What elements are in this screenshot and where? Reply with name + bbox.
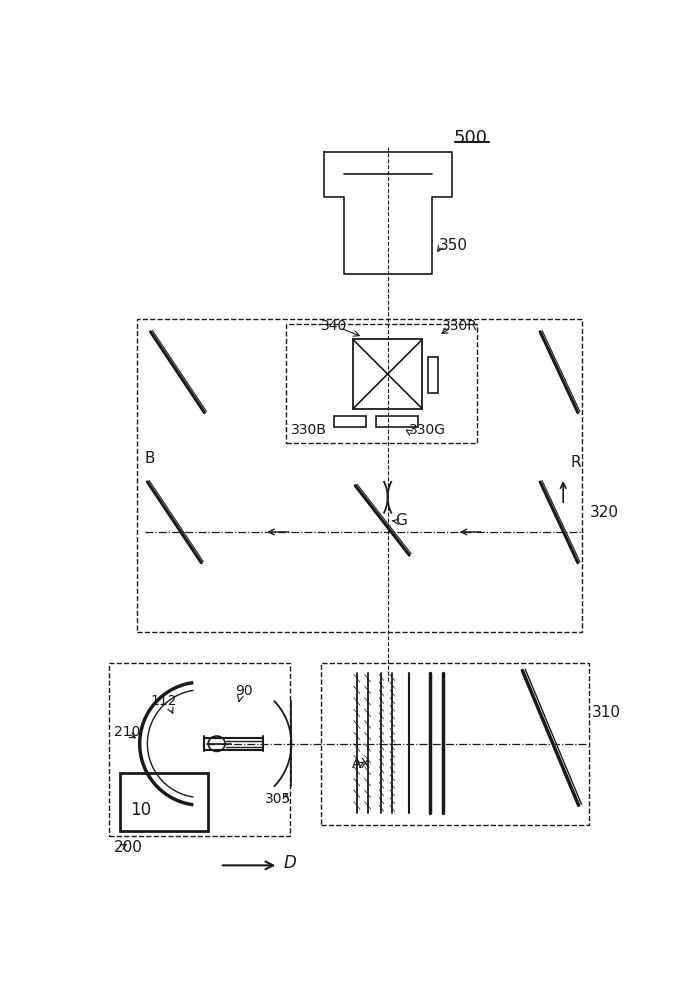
Text: 350: 350 xyxy=(438,238,467,253)
Bar xyxy=(138,319,582,632)
Bar xyxy=(427,357,438,393)
Text: 200: 200 xyxy=(114,840,143,855)
Text: 330G: 330G xyxy=(409,423,446,437)
Text: D: D xyxy=(284,854,297,872)
Text: 500: 500 xyxy=(453,129,488,147)
Text: 330B: 330B xyxy=(291,423,327,437)
Bar xyxy=(120,773,208,831)
Text: G: G xyxy=(395,513,407,528)
Bar xyxy=(109,663,290,836)
Text: 305: 305 xyxy=(265,792,291,806)
Text: 90: 90 xyxy=(235,684,253,698)
Bar xyxy=(334,416,366,427)
Text: AX: AX xyxy=(351,757,371,771)
Bar xyxy=(376,416,419,427)
Text: 210: 210 xyxy=(114,725,140,739)
Text: 112: 112 xyxy=(151,694,177,708)
Bar xyxy=(321,663,588,825)
Text: 320: 320 xyxy=(589,505,619,520)
Text: 340: 340 xyxy=(321,319,347,333)
Text: 10: 10 xyxy=(129,801,151,819)
Bar xyxy=(286,324,477,443)
Bar xyxy=(353,339,422,409)
Text: 310: 310 xyxy=(592,705,621,720)
Text: B: B xyxy=(145,451,155,466)
Text: R: R xyxy=(570,455,581,470)
Text: 330R: 330R xyxy=(442,319,477,333)
